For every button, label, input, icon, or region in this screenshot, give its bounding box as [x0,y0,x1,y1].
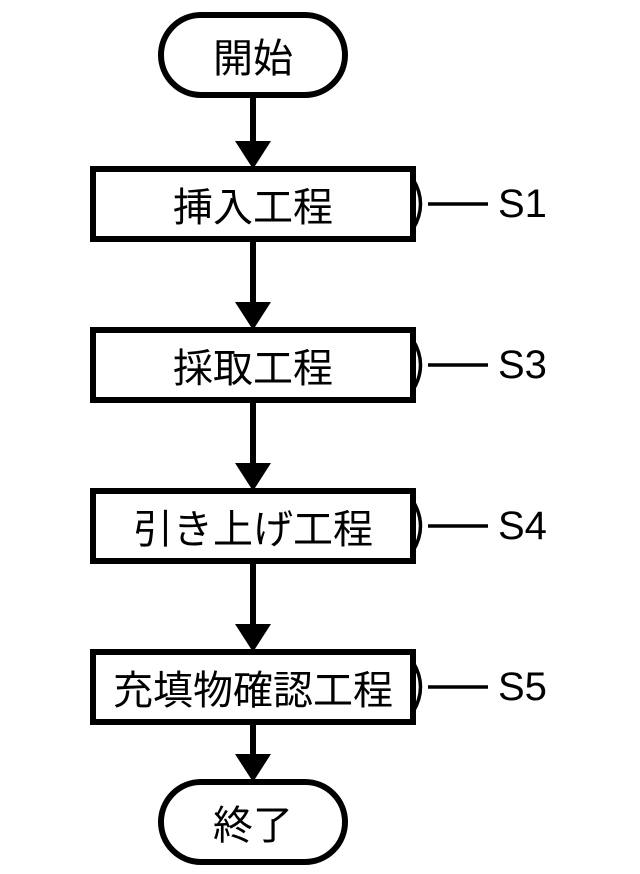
start-node: 開始 [161,15,345,95]
process-1-label: 挿入工程 [173,175,333,233]
step-label-3: S4 [498,504,547,548]
process-2: 採取工程 S3 [93,330,547,400]
process-3: 引き上げ工程 S4 [93,491,547,561]
start-label: 開始 [213,26,293,84]
arrowhead-1 [235,141,271,169]
step-label-4: S5 [498,665,547,709]
end-node: 終了 [161,782,345,862]
arrowhead-4 [235,624,271,652]
process-2-label: 採取工程 [173,336,333,394]
process-4: 充填物確認工程 S5 [93,652,547,722]
arrowhead-2 [235,302,271,330]
arrowhead-3 [235,463,271,491]
end-label: 終了 [213,793,293,851]
step-label-1: S1 [498,182,547,226]
step-label-2: S3 [498,343,547,387]
process-1: 挿入工程 S1 [93,169,547,239]
arrowhead-5 [235,754,271,782]
process-3-label: 引き上げ工程 [133,497,373,555]
flowchart: 開始 挿入工程 S1 採取工程 S3 引き上げ工程 S4 充填物確認工程 S5 … [0,0,640,874]
process-4-label: 充填物確認工程 [113,658,393,716]
